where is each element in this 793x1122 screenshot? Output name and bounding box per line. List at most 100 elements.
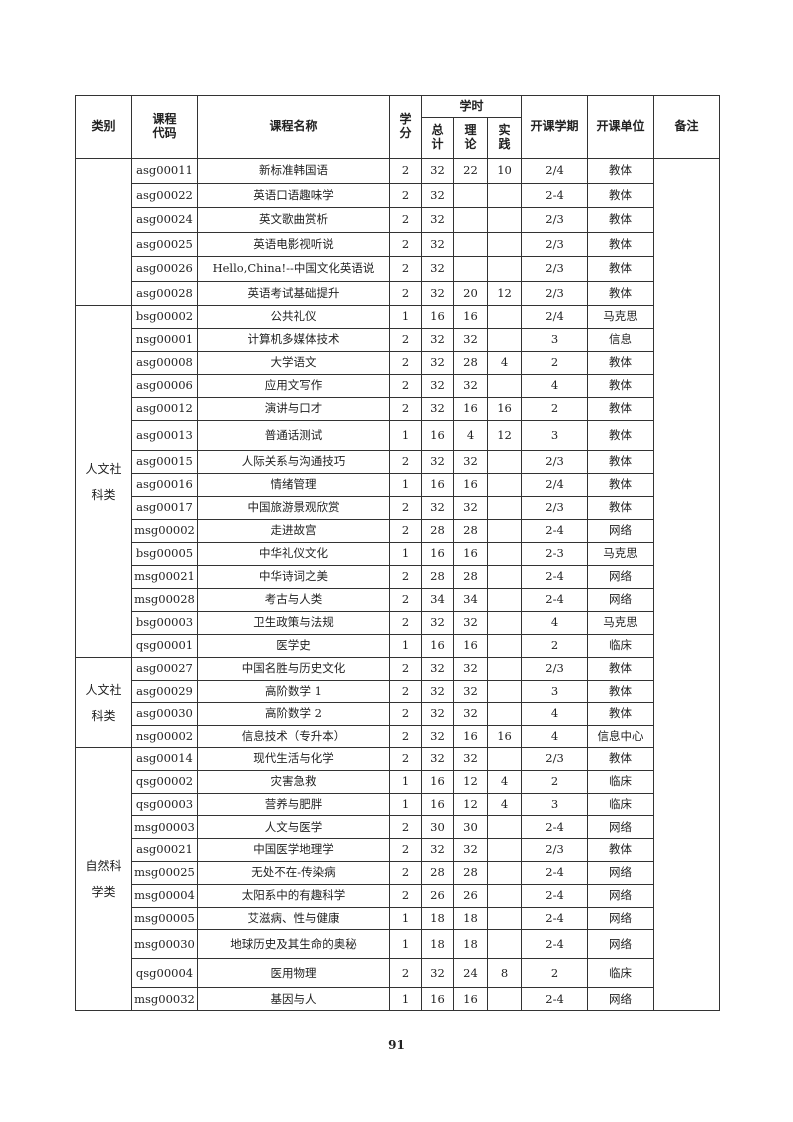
table-row: bsg00005 中华礼仪文化 1 16 16 2-3 马克思 — [76, 542, 720, 566]
unit: 教体 — [587, 207, 655, 233]
hours-practice: 12 — [486, 280, 523, 306]
unit: 教体 — [587, 374, 655, 398]
course-code: nsg00002 — [131, 724, 198, 748]
course-code: asg00028 — [131, 280, 198, 306]
unit: 信息 — [587, 328, 655, 352]
course-code: qsg00004 — [131, 958, 198, 989]
semester: 4 — [521, 702, 589, 726]
course-code: qsg00002 — [131, 769, 198, 794]
course-name: 无处不在-传染病 — [197, 860, 390, 885]
course-name: 地球历史及其生命的奥秘 — [197, 929, 390, 960]
header-remark: 备注 — [653, 95, 721, 159]
unit: 马克思 — [587, 305, 655, 329]
semester: 4 — [521, 374, 589, 398]
hours-total: 32 — [421, 450, 454, 474]
course-code: bsg00003 — [131, 611, 198, 635]
hours-practice — [486, 207, 523, 233]
course-code: msg00025 — [131, 860, 198, 885]
table-row: asg00026 Hello,China!--中国文化英语说 2 32 2/3 教体 — [76, 256, 720, 282]
hours-total: 32 — [421, 724, 454, 748]
hours-practice — [486, 883, 523, 908]
hours-practice — [486, 906, 523, 931]
unit: 教体 — [587, 231, 655, 257]
course-code: asg00008 — [131, 351, 198, 375]
hours-practice — [486, 702, 523, 726]
credit: 2 — [389, 883, 422, 908]
hours-practice — [486, 450, 523, 474]
hours-practice: 8 — [486, 958, 523, 989]
hours-theory: 16 — [453, 724, 488, 748]
unit: 临床 — [587, 958, 655, 989]
semester: 2/3 — [521, 256, 589, 282]
course-code: msg00030 — [131, 929, 198, 960]
credit: 1 — [389, 769, 422, 794]
course-code: asg00017 — [131, 496, 198, 520]
semester: 2 — [521, 351, 589, 375]
course-code: asg00013 — [131, 420, 198, 451]
semester: 2/4 — [521, 473, 589, 497]
unit: 马克思 — [587, 611, 655, 635]
remark-cell — [653, 157, 721, 1012]
course-code: asg00021 — [131, 838, 198, 862]
table-row: asg00029 高阶数学 1 2 32 32 3 教体 — [76, 679, 720, 703]
unit: 网络 — [587, 860, 655, 885]
hours-theory: 24 — [453, 958, 488, 989]
table-row: asg00022 英语口语趣味学 2 32 2-4 教体 — [76, 182, 720, 208]
credit: 2 — [389, 450, 422, 474]
course-name: Hello,China!--中国文化英语说 — [197, 256, 390, 282]
unit: 马克思 — [587, 542, 655, 566]
unit: 教体 — [587, 397, 655, 421]
table-row: msg00032 基因与人 1 16 16 2-4 网络 — [76, 987, 720, 1012]
course-name: 中华诗词之美 — [197, 565, 390, 589]
hours-practice: 4 — [486, 769, 523, 794]
hours-total: 32 — [421, 231, 454, 257]
hours-theory: 32 — [453, 611, 488, 635]
table-row: nsg00002 信息技术（专升本） 2 32 16 16 4 信息中心 — [76, 724, 720, 748]
hours-theory: 16 — [453, 987, 488, 1012]
unit: 网络 — [587, 929, 655, 960]
course-code: asg00030 — [131, 702, 198, 726]
hours-theory: 12 — [453, 792, 488, 817]
hours-theory: 32 — [453, 450, 488, 474]
hours-theory: 28 — [453, 519, 488, 543]
table-row: asg00012 演讲与口才 2 32 16 16 2 教体 — [76, 397, 720, 421]
semester: 2/3 — [521, 231, 589, 257]
hours-theory — [453, 207, 488, 233]
credit: 2 — [389, 351, 422, 375]
hours-total: 32 — [421, 611, 454, 635]
hours-total: 32 — [421, 657, 454, 681]
hours-practice — [486, 815, 523, 840]
semester: 2-4 — [521, 519, 589, 543]
hours-theory: 34 — [453, 588, 488, 612]
semester: 3 — [521, 420, 589, 451]
course-name: 医学史 — [197, 634, 390, 658]
hours-theory: 32 — [453, 374, 488, 398]
hours-total: 26 — [421, 883, 454, 908]
credit: 2 — [389, 657, 422, 681]
semester: 4 — [521, 724, 589, 748]
course-name: 中国名胜与历史文化 — [197, 657, 390, 681]
page-number: 91 — [388, 1038, 405, 1052]
hours-theory: 32 — [453, 679, 488, 703]
course-name: 英文歌曲赏析 — [197, 207, 390, 233]
hours-theory: 4 — [453, 420, 488, 451]
hours-total: 16 — [421, 473, 454, 497]
table-row: msg00005 艾滋病、性与健康 1 18 18 2-4 网络 — [76, 906, 720, 931]
course-code: asg00011 — [131, 158, 198, 184]
header-unit: 开课单位 — [587, 95, 655, 159]
hours-practice: 10 — [486, 158, 523, 184]
credit: 2 — [389, 496, 422, 520]
table-row: asg00028 英语考试基础提升 2 32 20 12 2/3 教体 — [76, 280, 720, 306]
credit: 2 — [389, 702, 422, 726]
table-row: asg00015 人际关系与沟通技巧 2 32 32 2/3 教体 — [76, 450, 720, 474]
unit: 教体 — [587, 657, 655, 681]
course-name: 信息技术（专升本） — [197, 724, 390, 748]
course-code: asg00026 — [131, 256, 198, 282]
semester: 2/3 — [521, 657, 589, 681]
credit: 2 — [389, 397, 422, 421]
hours-total: 32 — [421, 838, 454, 862]
hours-total: 28 — [421, 519, 454, 543]
hours-total: 16 — [421, 305, 454, 329]
course-name: 英语考试基础提升 — [197, 280, 390, 306]
unit: 教体 — [587, 420, 655, 451]
